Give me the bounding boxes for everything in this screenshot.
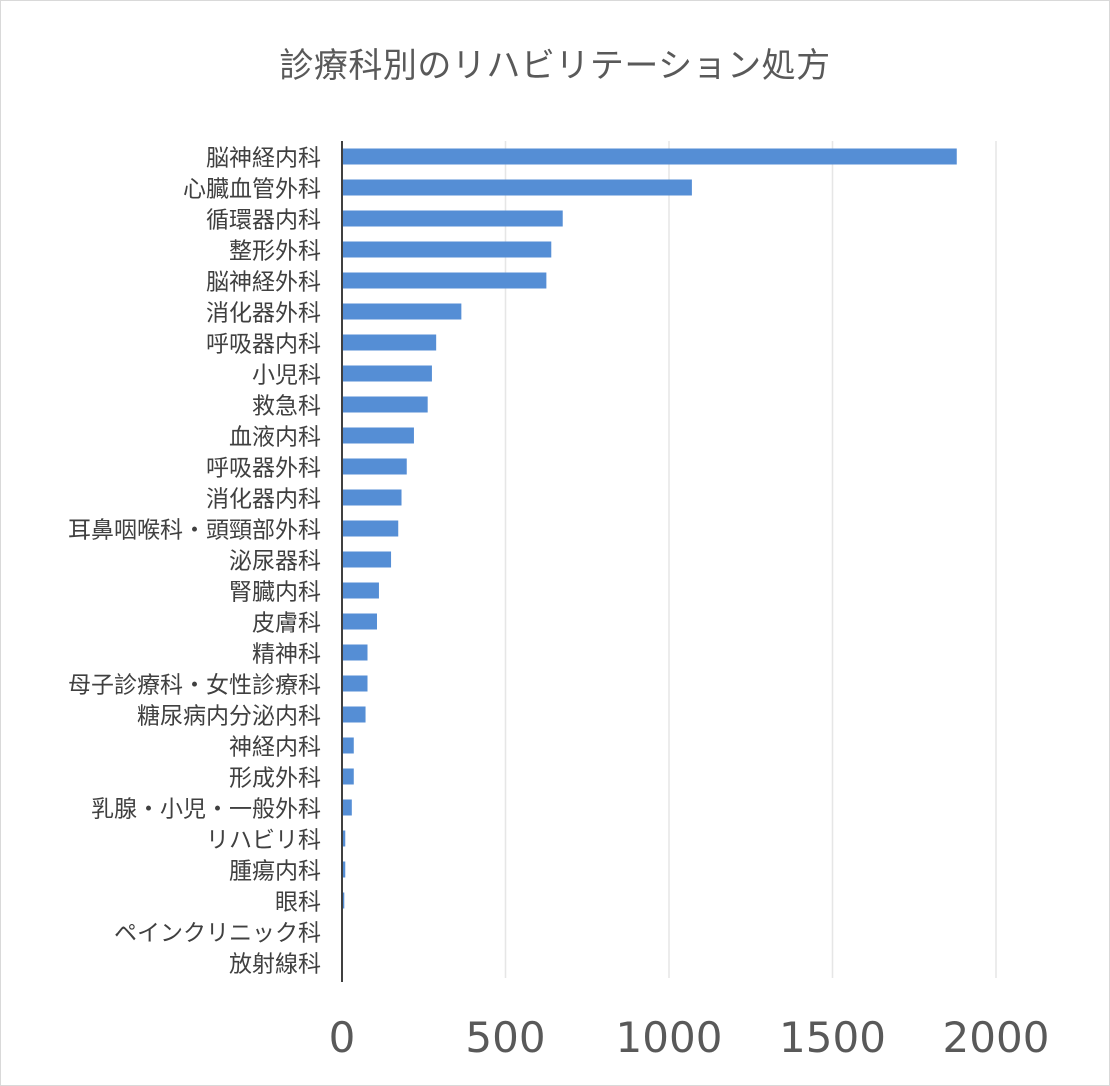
x-tick-label: 0 [329, 1013, 356, 1062]
bar [342, 427, 414, 444]
category-label: 眼科 [275, 890, 321, 916]
category-label: 皮膚科 [252, 611, 321, 637]
category-label: 形成外科 [229, 766, 321, 792]
category-label: 循環器内科 [206, 208, 321, 234]
category-label: 母子診療科・女性診療科 [68, 673, 321, 699]
category-label: 呼吸器外科 [206, 456, 321, 482]
bar [342, 892, 345, 909]
bar [342, 272, 547, 289]
category-label: 小児科 [252, 363, 321, 389]
category-label: 心臓血管外科 [183, 177, 321, 203]
x-tick-label: 1000 [616, 1013, 723, 1062]
bar [342, 613, 377, 630]
x-tick-label: 1500 [779, 1013, 886, 1062]
category-label: 脳神経外科 [206, 270, 321, 296]
bar [342, 799, 352, 816]
bar [342, 520, 399, 537]
category-label: 消化器外科 [206, 301, 321, 327]
category-label: 整形外科 [229, 239, 321, 265]
x-tick-label: 500 [465, 1013, 545, 1062]
x-tick-label: 2000 [943, 1013, 1050, 1062]
bar [342, 334, 437, 351]
bar [342, 241, 552, 258]
bar [342, 861, 346, 878]
bar [342, 644, 368, 661]
category-label: 脳神経内科 [206, 146, 321, 172]
bar [342, 675, 368, 692]
category-label: 神経内科 [229, 735, 321, 761]
bar [342, 830, 346, 847]
category-label: 救急科 [252, 394, 321, 420]
category-label: 糖尿病内分泌内科 [137, 704, 321, 730]
category-label: 呼吸器内科 [206, 332, 321, 358]
category-label: 放射線科 [229, 952, 321, 978]
bar [342, 489, 402, 506]
bar [342, 179, 692, 196]
category-label: 泌尿器科 [229, 549, 321, 575]
category-label: 血液内科 [229, 425, 321, 451]
category-label: ペインクリニック科 [114, 921, 321, 947]
category-label: 消化器内科 [206, 487, 321, 513]
bar [342, 148, 957, 165]
category-label: 乳腺・小児・一般外科 [91, 797, 321, 823]
bar [342, 582, 379, 599]
category-label: 精神科 [252, 642, 321, 668]
bar [342, 396, 428, 413]
bar [342, 768, 354, 785]
category-label: リハビリ科 [206, 828, 321, 854]
bar [342, 365, 432, 382]
category-label: 腫瘍内科 [229, 859, 321, 885]
category-label: 耳鼻咽喉科・頭頸部外科 [68, 518, 321, 544]
bar [342, 551, 392, 568]
bar [342, 303, 462, 320]
bar [342, 458, 407, 475]
bar [342, 210, 563, 227]
bar [342, 706, 366, 723]
category-label: 腎臓内科 [229, 580, 321, 606]
chart-title: 診療科別のリハビリテーション処方 [279, 46, 831, 86]
bar [342, 737, 354, 754]
